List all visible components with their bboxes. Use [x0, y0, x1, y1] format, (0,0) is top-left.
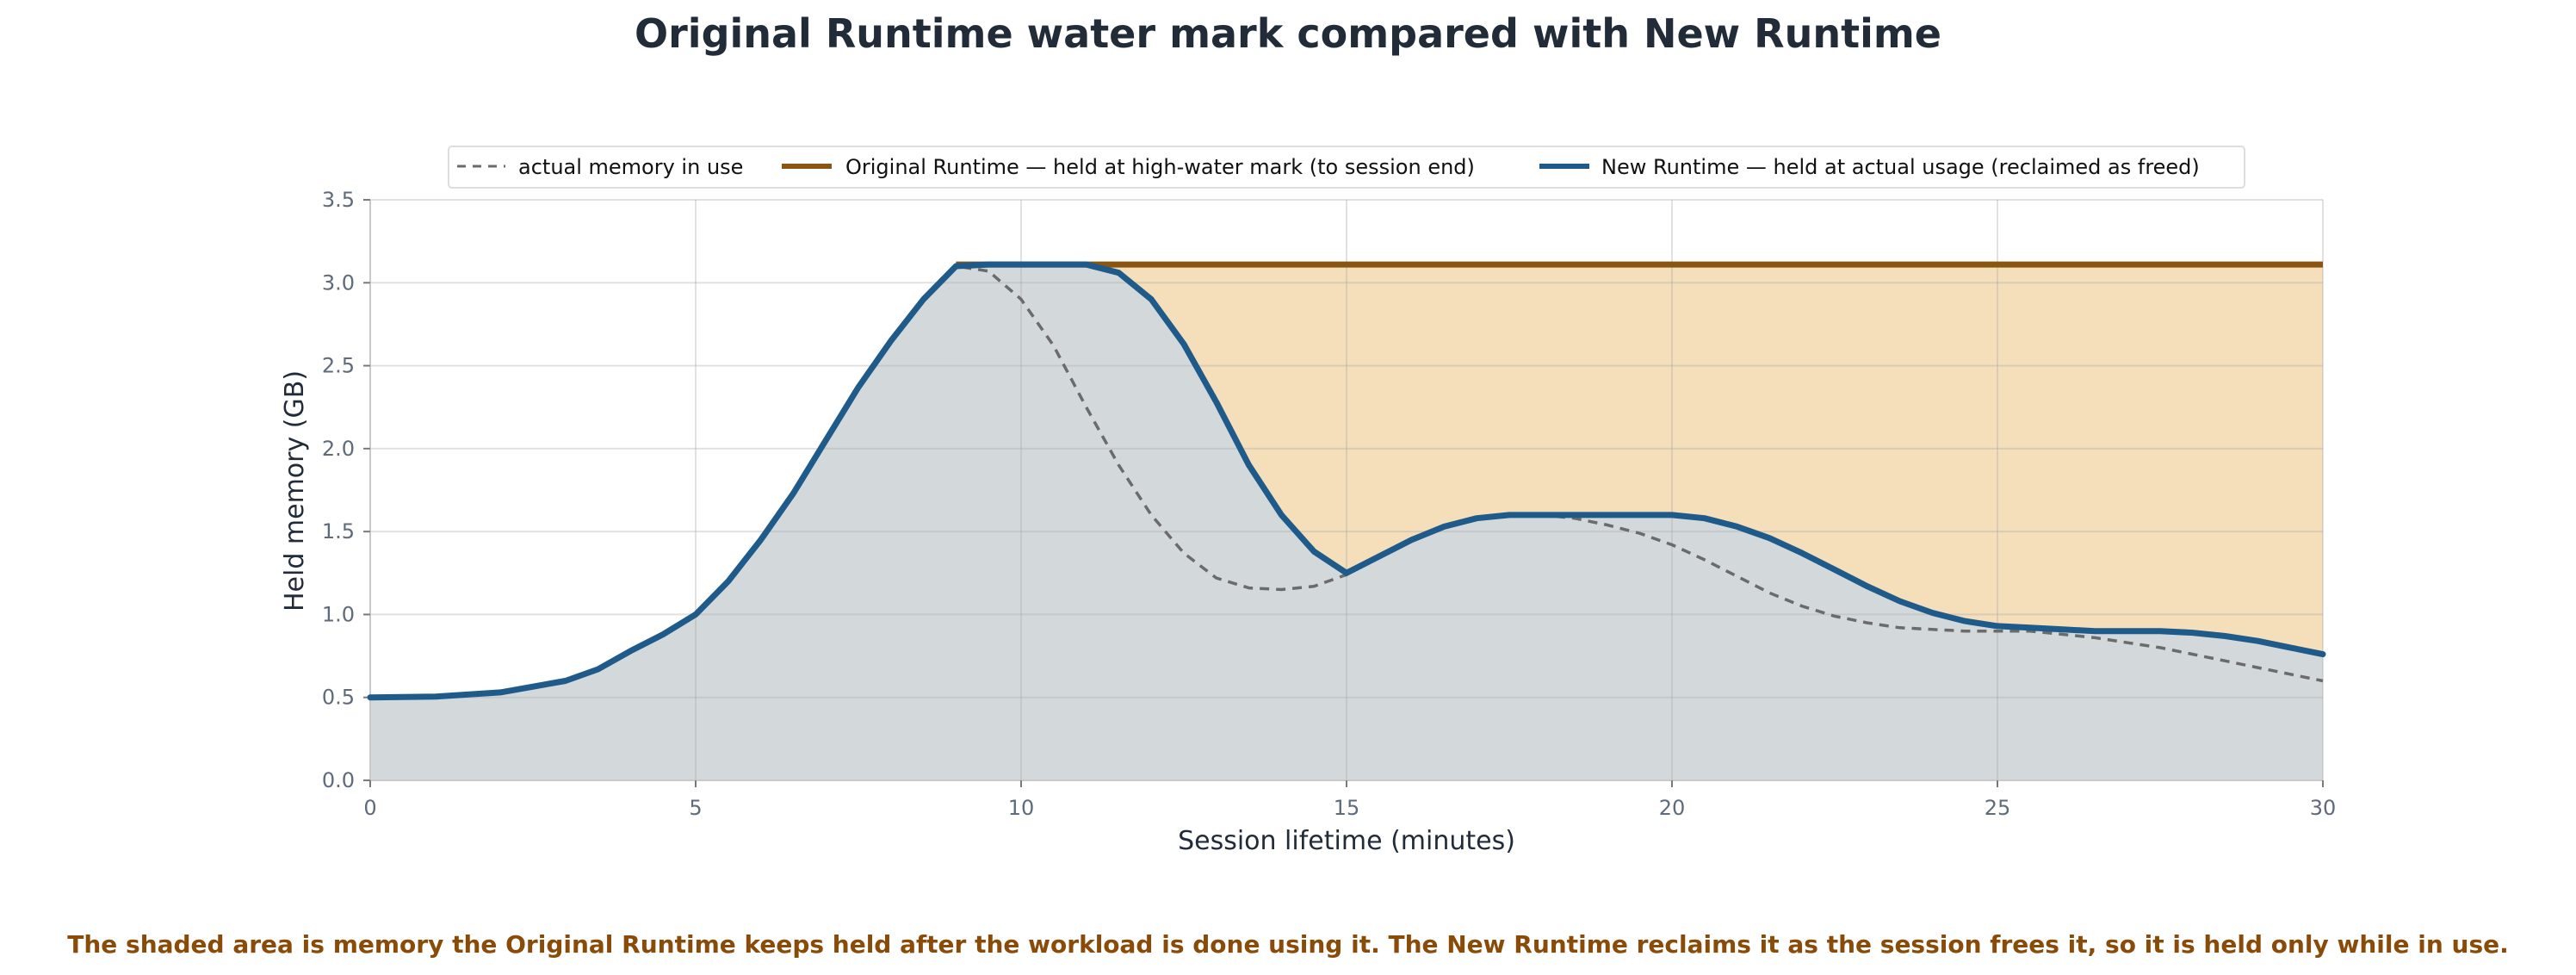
y-tick-label: 3.5	[322, 188, 355, 212]
y-tick-label: 3.0	[322, 270, 355, 295]
y-tick-label: 1.5	[322, 519, 355, 543]
x-tick-label: 10	[1008, 796, 1035, 820]
legend-label-new: New Runtime — held at actual usage (recl…	[1601, 155, 2200, 179]
x-tick-label: 20	[1659, 796, 1686, 820]
series-line-actual-memory	[369, 264, 2324, 699]
y-tick-label: 0.0	[322, 768, 355, 792]
y-tick-label: 1.0	[322, 602, 355, 626]
x-tick-label: 0	[363, 796, 376, 820]
chart-title: Original Runtime water mark compared wit…	[635, 10, 1941, 57]
shaded-in-use-area	[370, 264, 2323, 781]
legend-label-actual: actual memory in use	[518, 155, 743, 179]
shaded-reclaimable-area	[956, 264, 2323, 655]
x-axis-label: Session lifetime (minutes)	[1178, 826, 1515, 856]
plot-area: 0 5 10 15 20 25 30 0.0 0.5 1.0 1.5 2.0 2.5 3.0 3.5	[322, 188, 2336, 820]
y-axis-label: Held memory (GB)	[280, 370, 310, 612]
caption-annotation: The shaded area is memory the Original R…	[67, 930, 2509, 959]
x-tick-label: 15	[1334, 796, 1360, 820]
y-tick-label: 2.5	[322, 354, 355, 378]
legend-box	[448, 146, 2245, 189]
x-tick-label: 5	[689, 796, 702, 820]
y-tick-label: 0.5	[322, 686, 355, 710]
x-tick-label: 30	[2310, 796, 2337, 820]
legend: actual memory in use Original Runtime — …	[448, 146, 2245, 189]
y-tick-label: 2.0	[322, 437, 355, 461]
legend-label-original: Original Runtime — held at high-water ma…	[845, 155, 1475, 179]
x-tick-label: 25	[1985, 796, 2011, 820]
series-line-new-runtime	[367, 261, 2326, 701]
